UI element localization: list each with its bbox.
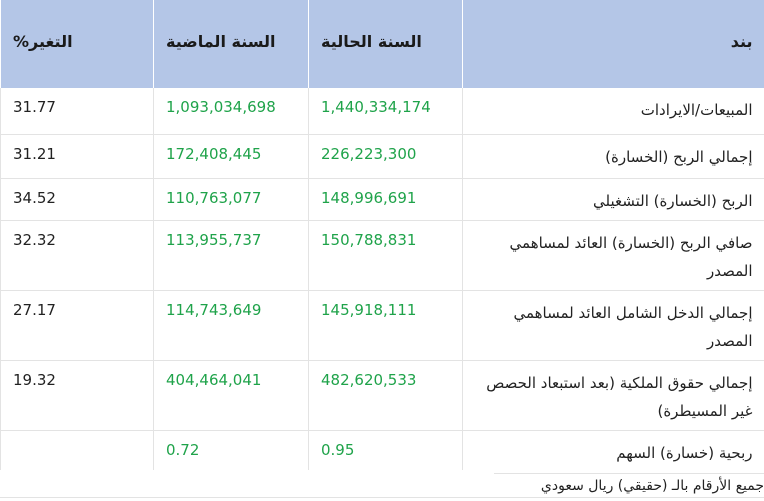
financial-results-table: بند السنة الحالية السنة الماضية التغير% … bbox=[0, 0, 764, 470]
row-current-value: 150,788,831 bbox=[308, 220, 463, 291]
row-current-value: 0.95 bbox=[308, 430, 463, 470]
row-change-value: 31.21 bbox=[0, 134, 154, 179]
row-current-value: 1,440,334,174 bbox=[308, 88, 463, 135]
row-change-value: 32.32 bbox=[0, 220, 154, 291]
row-item-label: صافي الربح (الخسارة) العائد لمساهمي المص… bbox=[462, 220, 764, 291]
row-previous-value: 0.72 bbox=[153, 430, 309, 470]
table-row: المبيعات/الايرادات 1,440,334,174 1,093,0… bbox=[0, 88, 764, 135]
row-item-label: الربح (الخسارة) التشغيلي bbox=[462, 178, 764, 221]
table-header-row: بند السنة الحالية السنة الماضية التغير% bbox=[0, 0, 764, 88]
row-change-value bbox=[0, 430, 154, 470]
row-change-value: 31.77 bbox=[0, 88, 154, 135]
table-row: إجمالي الدخل الشامل العائد لمساهمي المصد… bbox=[0, 290, 764, 361]
row-item-label: إجمالي حقوق الملكية (بعد استبعاد الحصص غ… bbox=[462, 360, 764, 431]
row-item-label: إجمالي الربح (الخسارة) bbox=[462, 134, 764, 179]
row-previous-value: 1,093,034,698 bbox=[153, 88, 309, 135]
row-previous-value: 114,743,649 bbox=[153, 290, 309, 361]
row-current-value: 226,223,300 bbox=[308, 134, 463, 179]
row-previous-value: 404,464,041 bbox=[153, 360, 309, 431]
header-change-pct: التغير% bbox=[0, 0, 154, 88]
row-current-value: 148,996,691 bbox=[308, 178, 463, 221]
header-previous-year: السنة الماضية bbox=[153, 0, 309, 88]
row-previous-value: 113,955,737 bbox=[153, 220, 309, 291]
row-item-label: ربحية (خسارة) السهم bbox=[462, 430, 764, 470]
bottom-divider bbox=[0, 497, 764, 498]
row-change-value: 19.32 bbox=[0, 360, 154, 431]
row-item-label: المبيعات/الايرادات bbox=[462, 88, 764, 135]
table-row: صافي الربح (الخسارة) العائد لمساهمي المص… bbox=[0, 220, 764, 291]
row-change-value: 27.17 bbox=[0, 290, 154, 361]
header-current-year: السنة الحالية bbox=[308, 0, 463, 88]
table-row: إجمالي حقوق الملكية (بعد استبعاد الحصص غ… bbox=[0, 360, 764, 431]
table-row: إجمالي الربح (الخسارة) 226,223,300 172,4… bbox=[0, 134, 764, 179]
row-current-value: 482,620,533 bbox=[308, 360, 463, 431]
row-current-value: 145,918,111 bbox=[308, 290, 463, 361]
row-item-label: إجمالي الدخل الشامل العائد لمساهمي المصد… bbox=[462, 290, 764, 361]
currency-footnote: جميع الأرقام بالـ (حقيقي) ريال سعودي bbox=[494, 473, 764, 494]
row-change-value: 34.52 bbox=[0, 178, 154, 221]
table-row: ربحية (خسارة) السهم 0.95 0.72 bbox=[0, 430, 764, 470]
row-previous-value: 110,763,077 bbox=[153, 178, 309, 221]
table-row: الربح (الخسارة) التشغيلي 148,996,691 110… bbox=[0, 178, 764, 221]
row-previous-value: 172,408,445 bbox=[153, 134, 309, 179]
header-item: بند bbox=[462, 0, 764, 88]
